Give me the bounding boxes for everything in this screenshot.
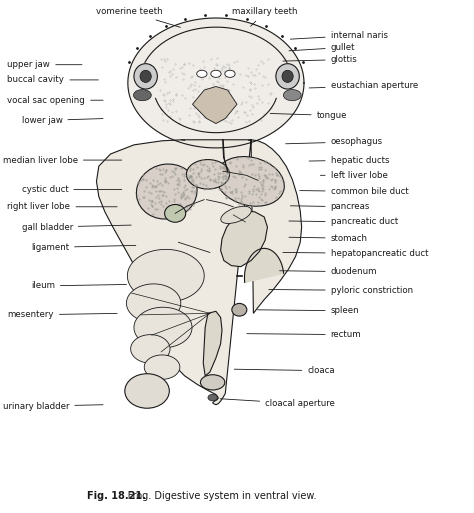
Ellipse shape bbox=[211, 70, 221, 77]
Ellipse shape bbox=[221, 206, 251, 224]
Ellipse shape bbox=[197, 70, 207, 77]
Ellipse shape bbox=[186, 160, 229, 189]
Text: oesophagus: oesophagus bbox=[286, 137, 383, 146]
Polygon shape bbox=[245, 248, 283, 283]
Text: lower jaw: lower jaw bbox=[21, 116, 103, 125]
Ellipse shape bbox=[134, 90, 151, 101]
Text: cloacal aperture: cloacal aperture bbox=[220, 399, 335, 408]
Ellipse shape bbox=[208, 394, 217, 401]
Text: stomach: stomach bbox=[289, 234, 368, 243]
Text: eustachian aperture: eustachian aperture bbox=[309, 82, 418, 90]
Text: upper jaw: upper jaw bbox=[8, 60, 82, 69]
Text: pyloric constriction: pyloric constriction bbox=[269, 286, 413, 295]
Text: pancreatic duct: pancreatic duct bbox=[289, 218, 398, 227]
Polygon shape bbox=[144, 355, 180, 379]
Text: median liver lobe: median liver lobe bbox=[3, 155, 122, 165]
Circle shape bbox=[134, 64, 157, 89]
Text: rectum: rectum bbox=[247, 330, 361, 339]
Circle shape bbox=[282, 70, 293, 83]
Text: glottis: glottis bbox=[283, 55, 357, 64]
Text: cystic duct: cystic duct bbox=[21, 185, 122, 194]
Ellipse shape bbox=[232, 303, 247, 316]
Text: Frog. Digestive system in ventral view.: Frog. Digestive system in ventral view. bbox=[87, 491, 317, 501]
Text: left liver lobe: left liver lobe bbox=[320, 171, 388, 180]
Polygon shape bbox=[131, 334, 170, 363]
Text: common bile duct: common bile duct bbox=[300, 187, 409, 196]
Ellipse shape bbox=[216, 156, 284, 206]
Text: maxillary teeth: maxillary teeth bbox=[232, 7, 298, 26]
Ellipse shape bbox=[225, 70, 235, 77]
Text: gullet: gullet bbox=[289, 43, 355, 52]
Text: ligament: ligament bbox=[31, 243, 136, 252]
Text: spleen: spleen bbox=[257, 306, 359, 315]
Text: duodenum: duodenum bbox=[280, 267, 377, 276]
Text: Fig. 18.21.: Fig. 18.21. bbox=[87, 491, 146, 501]
Ellipse shape bbox=[137, 164, 197, 219]
Text: hepatopancreatic duct: hepatopancreatic duct bbox=[283, 249, 428, 258]
Text: gall bladder: gall bladder bbox=[21, 223, 131, 231]
Polygon shape bbox=[134, 307, 192, 348]
Text: hepatic ducts: hepatic ducts bbox=[309, 155, 389, 165]
Text: ileum: ileum bbox=[31, 282, 127, 290]
Polygon shape bbox=[192, 87, 237, 124]
Text: mesentery: mesentery bbox=[8, 310, 117, 320]
Text: vomerine teeth: vomerine teeth bbox=[96, 7, 181, 27]
Text: tongue: tongue bbox=[270, 111, 347, 120]
Text: right liver lobe: right liver lobe bbox=[8, 202, 117, 211]
Polygon shape bbox=[128, 18, 304, 148]
Circle shape bbox=[276, 64, 299, 89]
Text: cloaca: cloaca bbox=[234, 366, 335, 375]
Ellipse shape bbox=[164, 205, 186, 222]
Polygon shape bbox=[220, 211, 267, 267]
Polygon shape bbox=[97, 140, 301, 405]
Text: vocal sac opening: vocal sac opening bbox=[8, 96, 103, 105]
Ellipse shape bbox=[283, 90, 301, 101]
Text: urinary bladder: urinary bladder bbox=[3, 402, 103, 411]
Ellipse shape bbox=[201, 374, 225, 390]
Text: internal naris: internal naris bbox=[291, 31, 388, 40]
Text: pancreas: pancreas bbox=[291, 202, 370, 211]
Text: buccal cavity: buccal cavity bbox=[8, 75, 99, 85]
Polygon shape bbox=[127, 284, 181, 323]
Polygon shape bbox=[203, 311, 222, 376]
Ellipse shape bbox=[125, 373, 169, 408]
Polygon shape bbox=[128, 249, 204, 302]
Circle shape bbox=[140, 70, 151, 83]
